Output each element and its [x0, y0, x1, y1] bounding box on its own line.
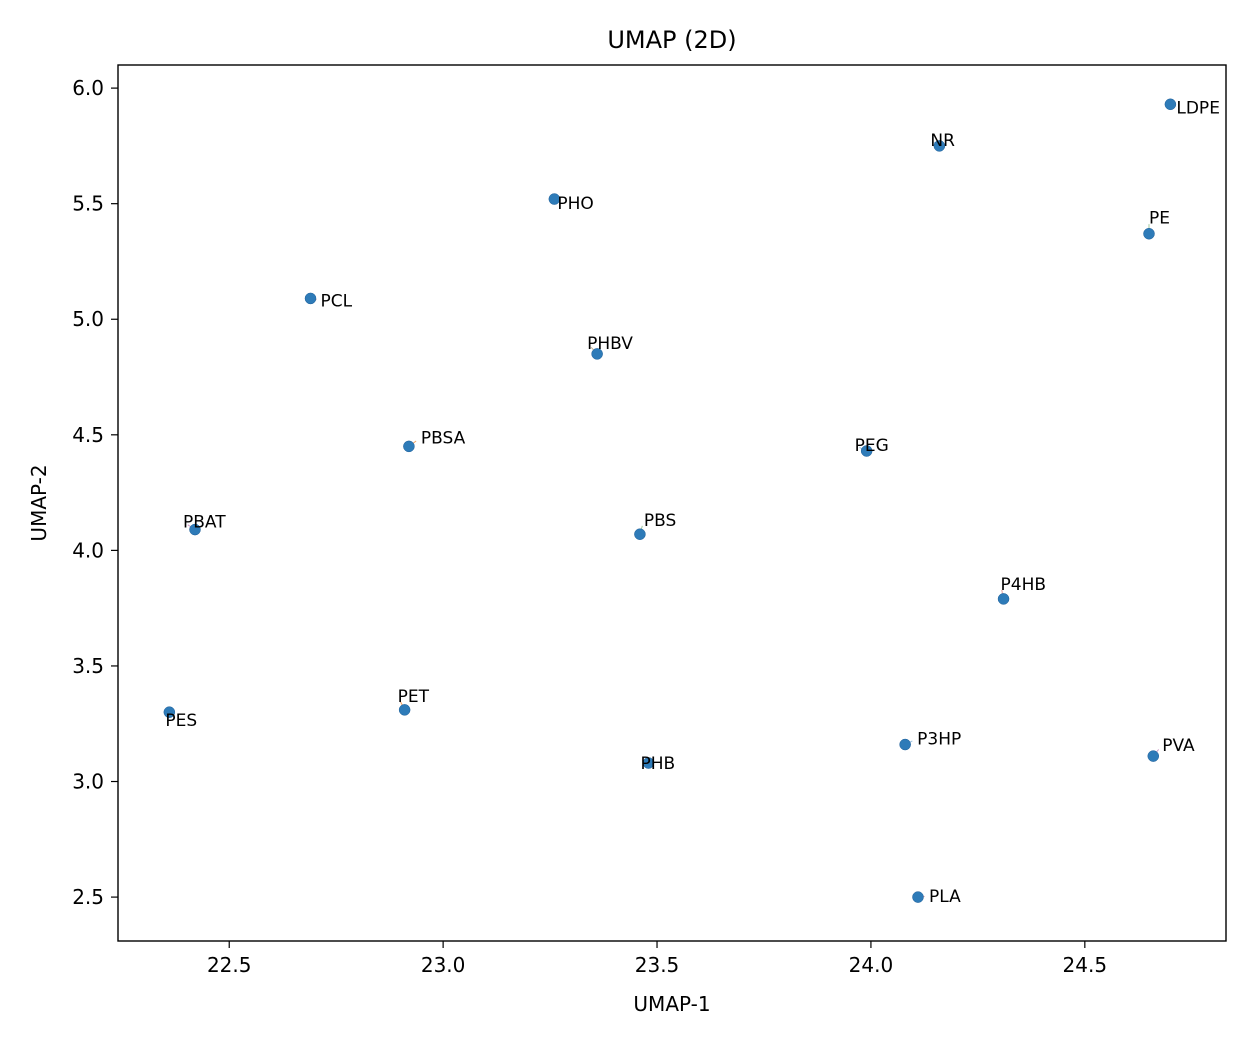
point-label: NR [930, 131, 955, 151]
data-point [189, 523, 201, 536]
y-tick-label: 3.5 [72, 654, 104, 678]
data-point [163, 706, 176, 718]
x-tick-label: 23.0 [421, 953, 466, 977]
x-tick-label: 24.0 [849, 953, 894, 977]
data-point [933, 140, 946, 152]
data-point [860, 445, 873, 457]
point-label: PBSA [421, 428, 466, 448]
data-point [304, 292, 317, 305]
x-tick-label: 23.5 [635, 953, 680, 977]
y-tick-label: 4.5 [72, 423, 104, 447]
data-point [642, 757, 655, 769]
point-label: LDPE [1176, 98, 1220, 118]
data-point [1143, 227, 1155, 240]
y-tick-label: 6.0 [72, 76, 104, 100]
point-label: PCL [321, 291, 353, 311]
data-point [548, 193, 561, 205]
data-point [398, 704, 411, 716]
point-label: PBAT [183, 513, 226, 533]
data-point [912, 891, 924, 903]
data-point [403, 440, 415, 453]
point-label: PVA [1162, 736, 1195, 756]
y-tick-label: 4.0 [72, 538, 104, 562]
y-axis-ticks: 2.5 3.0 3.5 4.0 4.5 5.0 5.5 6.0 [72, 76, 118, 909]
point-label: PE [1149, 209, 1170, 229]
data-point [1147, 750, 1160, 762]
y-tick-label: 5.5 [72, 192, 104, 216]
data-point [634, 528, 646, 540]
scatter-points: LDPE NR PHO PE PCL PHBV PBSA PEG PBAT PBS P4HB PES P… [163, 98, 1220, 907]
point-label: PBS [644, 511, 676, 531]
data-point [997, 593, 1010, 605]
point-label: P3HP [917, 730, 961, 750]
point-label: PHB [640, 754, 675, 774]
point-label: P4HB [1001, 575, 1047, 595]
point-label: PHBV [587, 334, 633, 354]
x-axis-ticks: 22.5 23.0 23.5 24.0 24.5 [207, 941, 1107, 977]
y-tick-label: 2.5 [72, 885, 104, 909]
plot-frame [117, 64, 1227, 942]
point-label: PES [165, 711, 197, 731]
data-point [591, 348, 603, 360]
x-tick-label: 22.5 [207, 953, 252, 977]
x-axis-label: UMAP-1 [633, 992, 710, 1016]
point-label: PET [398, 687, 430, 707]
y-axis-label: UMAP-2 [27, 464, 51, 541]
y-tick-label: 3.0 [72, 770, 104, 794]
data-point [899, 738, 911, 751]
data-point [1164, 98, 1177, 111]
chart-title: UMAP (2D) [607, 26, 736, 54]
point-label: PLA [929, 887, 961, 907]
point-label: PHO [557, 194, 593, 214]
y-tick-label: 5.0 [72, 307, 104, 331]
x-tick-label: 24.5 [1063, 953, 1108, 977]
point-label: PEG [855, 436, 889, 456]
